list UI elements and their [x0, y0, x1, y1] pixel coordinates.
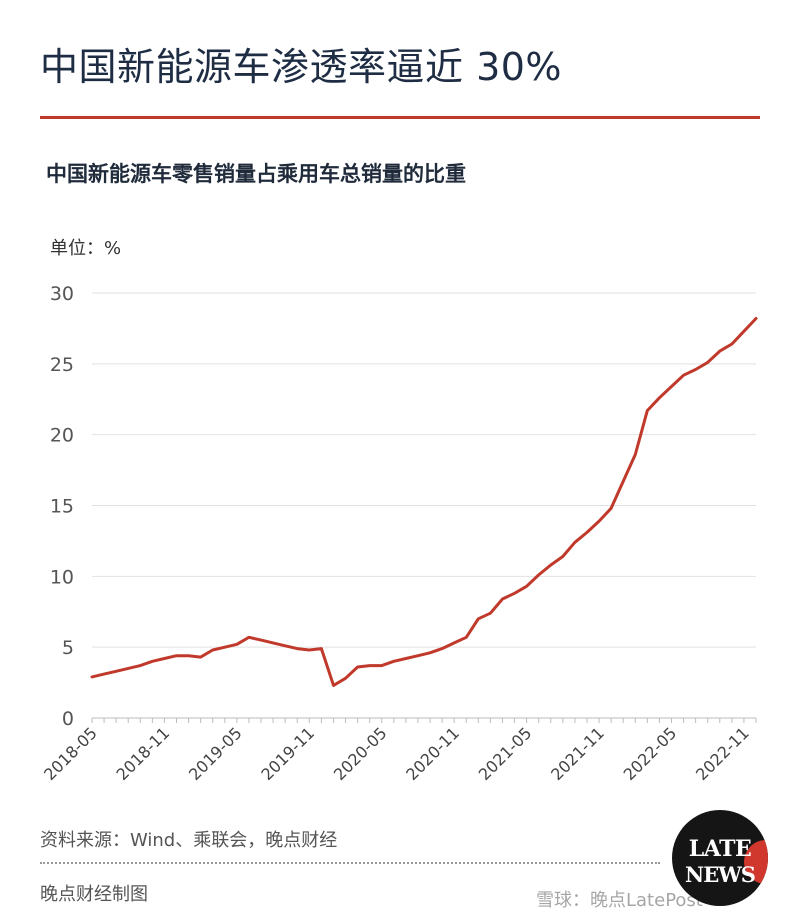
watermark-text: 雪球：晚点LatePost — [536, 890, 703, 911]
y-tick-label: 10 — [50, 566, 74, 588]
y-tick-label: 30 — [50, 283, 74, 305]
chart-title: 中国新能源车零售销量占乘用车总销量的比重 — [46, 162, 466, 186]
headline: 中国新能源车渗透率逼近 30% — [40, 45, 563, 89]
y-tick-label: 5 — [62, 637, 74, 659]
late-news-logo: LATE NEWS — [672, 810, 768, 906]
y-tick-label: 25 — [50, 354, 74, 376]
unit-label: 单位：% — [50, 238, 122, 259]
x-tick-label: 2020-11 — [402, 723, 463, 784]
source-note: 资料来源：Wind、乘联会，晚点财经 — [40, 830, 338, 851]
y-tick-label: 15 — [50, 496, 74, 518]
x-tick-label: 2018-05 — [40, 723, 101, 784]
title-rule — [40, 116, 760, 119]
x-tick-label: 2022-05 — [620, 723, 681, 784]
dotted-divider — [40, 862, 660, 864]
x-tick-label: 2020-05 — [330, 723, 391, 784]
x-tick-label: 2018-11 — [113, 723, 174, 784]
x-tick-label: 2021-11 — [547, 723, 608, 784]
logo-line-1: LATE — [688, 836, 752, 862]
series-line — [90, 317, 758, 687]
line-chart: 0 5 10 15 20 25 30 2018-05 2018-11 2019-05 2019-11… — [40, 283, 758, 784]
x-tick-label: 2019-11 — [257, 723, 318, 784]
y-tick-label: 20 — [50, 425, 74, 447]
y-tick-label: 0 — [62, 708, 74, 730]
logo-line-2: NEWS — [685, 862, 756, 887]
credit-note: 晚点财经制图 — [40, 884, 148, 905]
x-tick-label: 2019-05 — [185, 723, 246, 784]
x-tick-label: 2022-11 — [692, 723, 753, 784]
x-tick-label: 2021-05 — [475, 723, 536, 784]
